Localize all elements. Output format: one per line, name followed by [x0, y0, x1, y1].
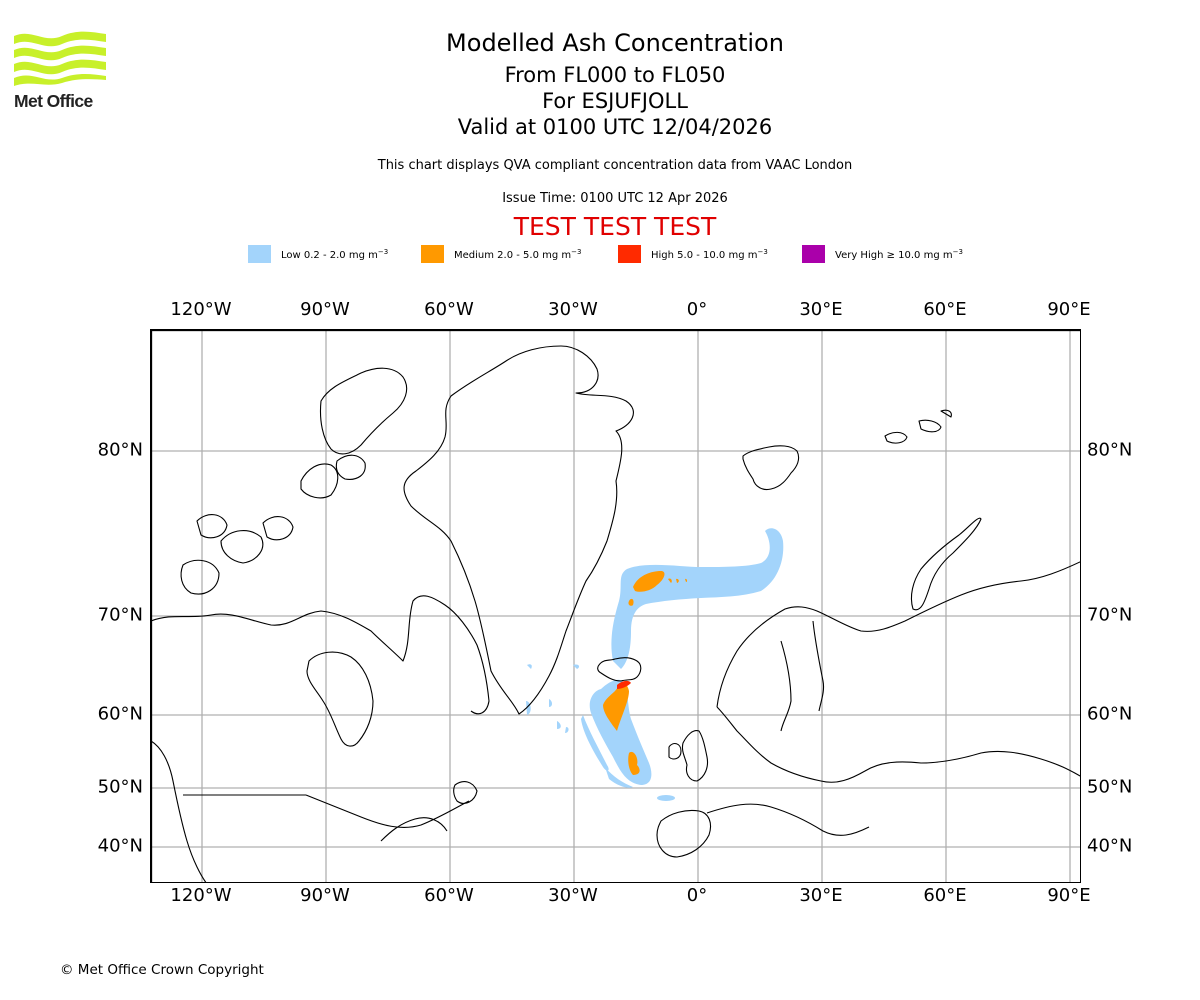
lon-label-bottom: 90°E: [1047, 885, 1091, 906]
lat-label-left: 60°N: [97, 703, 143, 725]
met-office-waves-icon: [14, 31, 106, 86]
lat-label-left: 40°N: [97, 835, 143, 857]
lat-label-left: 50°N: [97, 776, 143, 798]
lat-label-right: 60°N: [1087, 703, 1133, 725]
legend-label-high: High 5.0 - 10.0 mg m−3: [651, 247, 768, 261]
legend-label-medium: Medium 2.0 - 5.0 mg m−3: [454, 247, 582, 261]
lon-label-top: 90°E: [1047, 299, 1091, 320]
lon-label-bottom: 30°E: [799, 885, 843, 906]
legend-label-low: Low 0.2 - 2.0 mg m−3: [281, 247, 389, 261]
legend-swatch-medium: [421, 245, 444, 263]
flight-levels: From FL000 to FL050: [504, 63, 726, 87]
lat-label-right: 70°N: [1087, 604, 1133, 626]
met-office-logo: Met Office: [14, 30, 108, 112]
legend-item-medium: Medium 2.0 - 5.0 mg m−3: [421, 244, 581, 264]
ash-low: [526, 528, 784, 801]
lon-label-top: 60°E: [923, 299, 967, 320]
lat-label-right: 50°N: [1087, 776, 1133, 798]
lon-label-top: 60°W: [424, 299, 474, 320]
volcano-name: For ESJUFJOLL: [542, 89, 688, 113]
chart-title: Modelled Ash Concentration: [446, 29, 784, 57]
ash-medium: [603, 571, 688, 775]
lat-label-left: 70°N: [97, 604, 143, 626]
lon-label-top: 30°W: [548, 299, 598, 320]
test-banner: TEST TEST TEST: [513, 212, 717, 241]
lon-label-bottom: 60°E: [923, 885, 967, 906]
map-area[interactable]: [150, 329, 1081, 883]
lon-label-top: 90°W: [300, 299, 350, 320]
ash-high: [617, 680, 631, 689]
lon-label-top: 120°W: [170, 299, 232, 320]
lon-label-bottom: 0°: [686, 885, 708, 906]
legend-item-low: Low 0.2 - 2.0 mg m−3: [248, 244, 388, 264]
lon-label-bottom: 120°W: [170, 885, 232, 906]
ash-map: [151, 330, 1080, 882]
legend-swatch-low: [248, 245, 271, 263]
legend: Low 0.2 - 2.0 mg m−3 Medium 2.0 - 5.0 mg…: [0, 244, 1200, 264]
lon-label-bottom: 90°W: [300, 885, 350, 906]
lon-label-top: 30°E: [799, 299, 843, 320]
legend-swatch-high: [618, 245, 641, 263]
graticule: [151, 330, 1080, 882]
legend-item-very-high: Very High ≥ 10.0 mg m−3: [802, 244, 963, 264]
valid-time: Valid at 0100 UTC 12/04/2026: [457, 115, 773, 139]
lat-label-right: 80°N: [1087, 439, 1133, 461]
issue-time: Issue Time: 0100 UTC 12 Apr 2026: [502, 191, 728, 206]
legend-swatch-very-high: [802, 245, 825, 263]
lat-label-right: 40°N: [1087, 835, 1133, 857]
lon-label-top: 0°: [686, 299, 708, 320]
lon-label-bottom: 30°W: [548, 885, 598, 906]
chart-description: This chart displays QVA compliant concen…: [377, 158, 853, 173]
legend-label-very-high: Very High ≥ 10.0 mg m−3: [835, 247, 963, 261]
legend-item-high: High 5.0 - 10.0 mg m−3: [618, 244, 768, 264]
lon-label-bottom: 60°W: [424, 885, 474, 906]
coastlines: [151, 345, 1080, 882]
logo-text: Met Office: [14, 91, 93, 111]
lat-label-left: 80°N: [97, 439, 143, 461]
copyright-notice: © Met Office Crown Copyright: [60, 962, 264, 978]
